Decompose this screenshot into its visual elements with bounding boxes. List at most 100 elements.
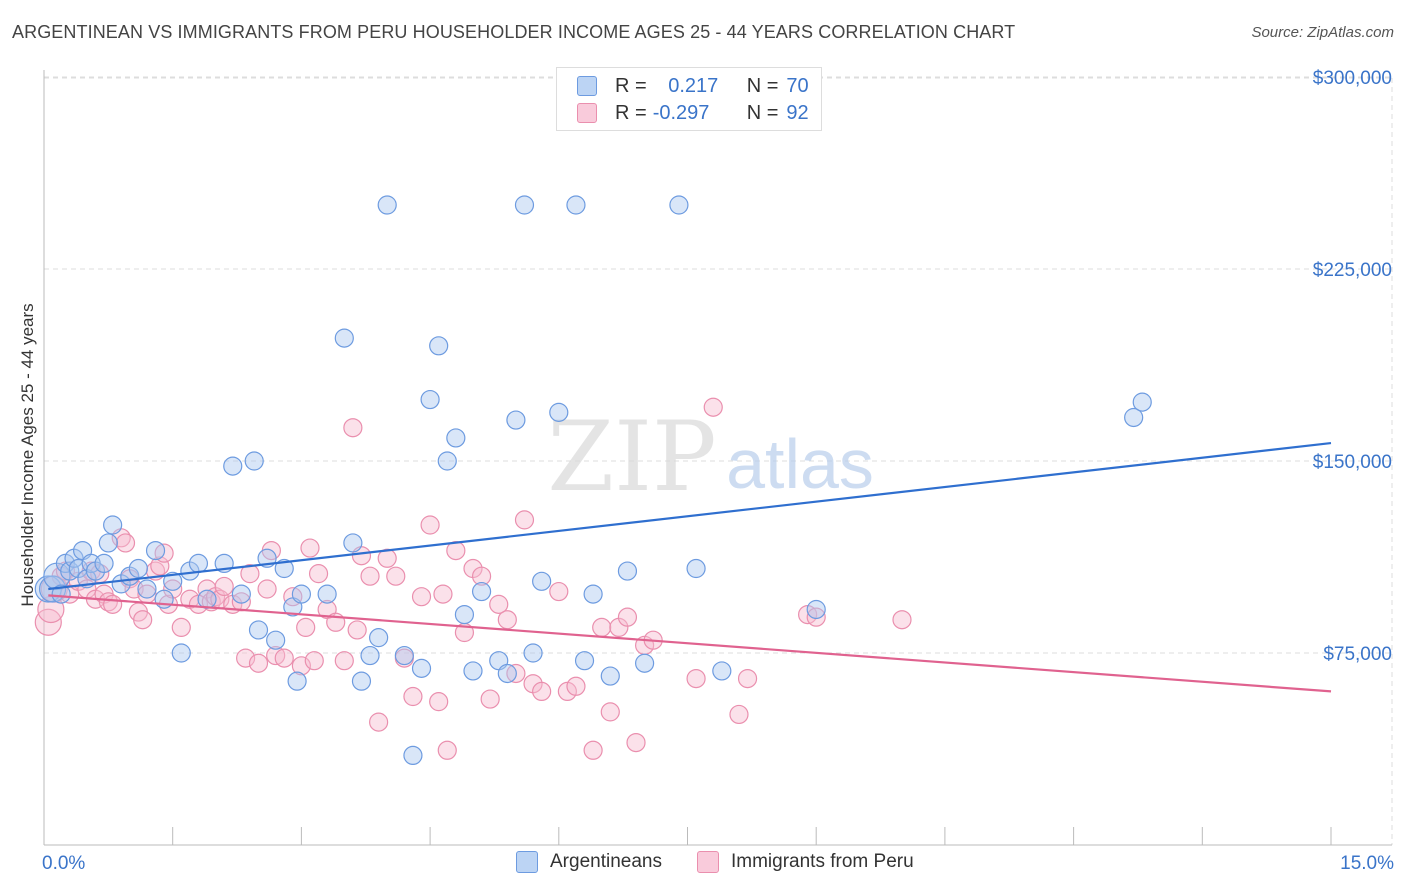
peru-trend-line (48, 594, 1332, 693)
argentineans-point (274, 558, 294, 579)
argentineans-point (351, 671, 372, 691)
peru-point (150, 556, 170, 576)
argentineans-point (248, 620, 269, 640)
argentineans-point (145, 540, 166, 561)
chart-title: ARGENTINEAN VS IMMIGRANTS FROM PERU HOUS… (12, 22, 1016, 42)
argentineans-point (94, 553, 114, 574)
peru-point (133, 610, 153, 630)
legend-swatch-blue (577, 76, 597, 96)
peru-point (437, 740, 457, 760)
argentineans-point (244, 451, 264, 471)
peru-point (386, 566, 406, 586)
peru-point (377, 548, 397, 568)
peru-point (892, 610, 912, 630)
y-tick-label: $75,000 (1323, 644, 1392, 665)
argentineans-point (163, 571, 183, 591)
legend-row-argentineans: R = 0.217 N = 70 (577, 72, 809, 100)
argentineans-point (369, 628, 389, 648)
peru-point (291, 656, 311, 676)
argentineans-point (669, 195, 689, 215)
argentineans-point (617, 561, 638, 581)
argentineans-point (291, 584, 311, 604)
legend-r-value: 0.217 (662, 74, 719, 97)
argentineans-point (188, 553, 209, 574)
peru-point (549, 581, 569, 602)
peru-point (304, 651, 324, 671)
argentineans-point (437, 451, 457, 471)
legend-n-label: N = (746, 101, 779, 124)
peru-point (369, 712, 389, 732)
peru-point (403, 686, 423, 707)
peru-point (115, 533, 136, 553)
peru-point (480, 689, 500, 709)
peru-point (308, 564, 329, 584)
peru-point (566, 676, 586, 696)
x-tick-label: 0.0% (42, 853, 85, 874)
legend-r-value: -0.297 (652, 101, 710, 124)
argentineans-point (454, 604, 475, 625)
legend-r-label: R = (615, 101, 647, 124)
argentineans-point (51, 584, 71, 604)
argentineans-point (446, 428, 466, 448)
argentineans-point (523, 643, 543, 663)
argentineans-point (137, 579, 157, 599)
peru-point (514, 510, 535, 530)
argentineans-point (266, 630, 286, 650)
peru-point (257, 579, 277, 599)
peru-point (360, 566, 380, 586)
legend-swatch-blue (516, 851, 538, 873)
peru-point (617, 607, 638, 627)
argentineans-point (231, 584, 251, 604)
argentineans-point (171, 643, 191, 663)
argentineans-point (411, 658, 432, 678)
peru-point (103, 594, 123, 614)
legend-swatch-pink (577, 103, 597, 123)
peru-point (471, 566, 492, 586)
argentineans-point (287, 671, 307, 691)
argentineans-point (103, 515, 123, 535)
argentineans-point (360, 645, 380, 666)
peru-point (686, 668, 706, 689)
legend-n-value: 70 (786, 74, 809, 97)
axes (43, 70, 1392, 846)
argentineans-point (532, 571, 552, 591)
peru-point (300, 538, 320, 558)
peru-point (600, 702, 620, 722)
y-tick-label: $300,000 (1313, 68, 1392, 89)
peru-point (248, 653, 269, 673)
peru-point (497, 610, 517, 630)
argentineans-point (394, 645, 414, 666)
y-tick-label: $225,000 (1313, 260, 1392, 281)
argentineans-point (1132, 392, 1152, 412)
legend-n-label: N = (746, 74, 779, 97)
argentineans-point (712, 661, 732, 681)
argentineans-point (1124, 407, 1144, 428)
legend-item-immigrants-from-peru: Immigrants from Peru (697, 851, 914, 873)
argentineans-trend-line (48, 441, 1332, 591)
argentineans-point (317, 584, 337, 604)
peru-point (240, 564, 260, 584)
argentineans-point (377, 195, 397, 215)
argentineans-point (806, 599, 826, 620)
watermark-zip: ZIP (547, 401, 716, 513)
peru-point (334, 651, 354, 671)
argentineans-point (197, 589, 217, 609)
peru-point (429, 692, 449, 712)
peru-point (592, 617, 612, 638)
peru-point (583, 740, 603, 760)
peru-point (171, 617, 191, 638)
peru-point (214, 576, 234, 597)
series-argentineans-points (34, 195, 1152, 766)
x-tick-label: 15.0% (1340, 853, 1394, 874)
grid-lines (44, 76, 1393, 845)
argentineans-point (334, 328, 354, 348)
correlation-legend: R = 0.217 N = 70 R = -0.297 N = 92 (556, 67, 822, 131)
legend-series-name: Argentineans (550, 851, 662, 872)
watermark: ZIP atlas (547, 401, 874, 513)
argentineans-point (600, 666, 620, 686)
peru-point (626, 732, 646, 753)
argentineans-point (514, 195, 535, 215)
argentineans-point (471, 581, 492, 602)
legend-n-value: 92 (786, 101, 809, 124)
